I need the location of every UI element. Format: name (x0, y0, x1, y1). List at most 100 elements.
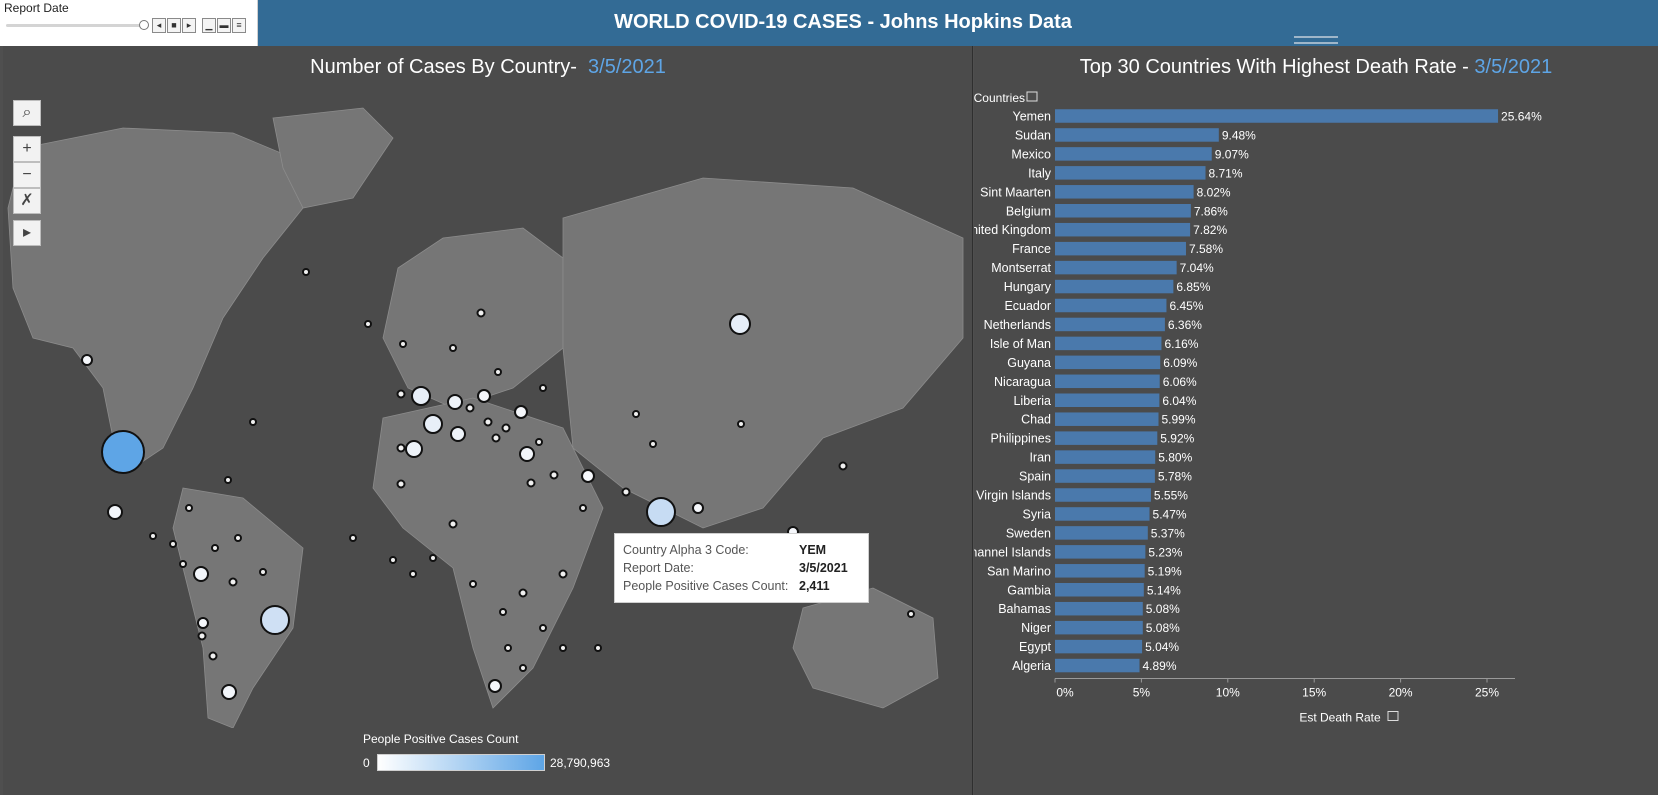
value-label: 8.02% (1197, 185, 1231, 199)
bubble-turkey (519, 446, 535, 462)
value-label: 6.85% (1176, 280, 1210, 294)
y-axis-title: Countries (974, 91, 1025, 105)
bar (1055, 147, 1212, 161)
death-rate-bar-chart: Countries Yemen 25.64% Sudan 9.48% Mexico 9.07… (974, 91, 1542, 725)
bar (1055, 469, 1155, 483)
value-label: 6.36% (1168, 318, 1202, 332)
dashboard-title: WORLD COVID-19 CASES - Johns Hopkins Dat… (614, 11, 1072, 33)
filter-label: Report Date (4, 1, 69, 15)
value-label: 6.04% (1162, 394, 1196, 408)
death-rate-panel: Top 30 Countries With Highest Death Rate… (974, 46, 1658, 795)
bar (1055, 658, 1140, 673)
speed-medium-button[interactable]: ▬ (217, 18, 231, 33)
x-tick-label: 15% (1302, 686, 1326, 700)
bar (1055, 507, 1150, 521)
map-title-date: 3/5/2021 (588, 56, 666, 78)
x-tick-label: 5% (1133, 686, 1151, 700)
tooltip-row-cases: People Positive Cases Count: 2,411 (623, 579, 860, 597)
category-label: United Kingdom (974, 223, 1051, 237)
report-date-filter: Report Date ◂ ■ ▸ ▁ ▬ ≡ (0, 0, 258, 46)
speed-slow-button[interactable]: ▁ (202, 18, 216, 33)
expand-toolbar-button[interactable]: ▸ (13, 220, 41, 246)
zoom-in-button[interactable]: + (13, 136, 41, 162)
bubble-iran (581, 469, 595, 483)
drag-grip-icon[interactable] (1294, 36, 1338, 44)
value-label: 5.92% (1160, 432, 1194, 446)
speed-fast-button[interactable]: ≡ (232, 18, 246, 33)
bar (1055, 564, 1145, 578)
value-label: 5.23% (1148, 545, 1182, 559)
stop-button[interactable]: ■ (167, 18, 181, 33)
bar (1055, 204, 1191, 218)
value-label: 9.48% (1222, 128, 1256, 142)
x-tick-label: 0% (1056, 686, 1074, 700)
category-label: Hungary (1004, 280, 1052, 294)
value-label: 6.16% (1164, 337, 1198, 351)
sort-icon (1026, 91, 1038, 102)
step-forward-button[interactable]: ▸ (182, 18, 196, 33)
tooltip-key: Report Date: (623, 561, 694, 575)
bar (1055, 601, 1143, 616)
legend-min: 0 (363, 756, 370, 770)
legend-max: 28,790,963 (550, 756, 611, 770)
zoom-out-button[interactable]: − (13, 162, 41, 188)
value-label: 5.08% (1146, 602, 1180, 616)
category-label: Netherlands (984, 318, 1051, 332)
value-label: 5.78% (1158, 470, 1192, 484)
category-label: Sudan (1015, 128, 1051, 142)
bar (1055, 526, 1148, 540)
map-search-button[interactable]: ⌕ (13, 100, 41, 126)
legend-gradient (377, 754, 545, 771)
map-title: Number of Cases By Country- 3/5/2021 (3, 56, 972, 79)
bubble-south-africa (488, 679, 502, 693)
reset-map-button[interactable]: ✗ (13, 188, 41, 214)
bar (1055, 488, 1151, 502)
category-label: Egypt (1019, 640, 1051, 654)
bubble-germany (447, 394, 463, 410)
date-slider-handle[interactable] (139, 20, 149, 30)
value-label: 8.71% (1209, 166, 1243, 180)
map-toolbar: ⌕ + − ✗ ▸ (13, 100, 41, 246)
map-landmasses (7, 107, 964, 728)
greenland-shape (272, 107, 394, 209)
bubble-france (423, 414, 443, 434)
category-label: Montserrat (991, 261, 1051, 275)
bar (1055, 109, 1499, 123)
step-back-button[interactable]: ◂ (152, 18, 166, 33)
tooltip-row-code: Country Alpha 3 Code: YEM (623, 543, 860, 561)
value-label: 5.55% (1154, 489, 1188, 503)
bar (1055, 412, 1159, 426)
category-label: Guyana (1007, 356, 1051, 370)
value-label: 5.80% (1158, 451, 1192, 465)
category-label: Chad (1021, 413, 1051, 427)
bar (1055, 393, 1160, 407)
bar (1055, 336, 1162, 351)
category-label: Niger (1021, 621, 1051, 635)
bar (1055, 450, 1156, 464)
x-tick-label: 10% (1216, 686, 1240, 700)
value-label: 5.19% (1148, 564, 1182, 578)
bar (1055, 355, 1161, 370)
bar (1055, 128, 1219, 142)
bar (1055, 166, 1206, 180)
category-label: France (1012, 242, 1051, 256)
bubble-brazil (260, 605, 290, 635)
bubble-uk (411, 386, 431, 406)
bubble-india (646, 497, 676, 527)
map-bubbles (81, 268, 915, 700)
category-label: Isle of Man (990, 337, 1051, 351)
date-slider-track[interactable] (6, 24, 144, 27)
value-label: 6.09% (1163, 356, 1197, 370)
category-label: Nicaragua (994, 375, 1051, 389)
bubble-argentina (221, 684, 237, 700)
value-label: 5.99% (1162, 413, 1196, 427)
category-label: Spain (1019, 470, 1051, 484)
value-label: 7.04% (1180, 261, 1214, 275)
category-label: Sweden (1006, 526, 1051, 540)
bubble-spain (405, 440, 423, 458)
category-label: Italy (1028, 166, 1052, 180)
world-map[interactable] (3, 88, 973, 728)
value-label: 6.06% (1163, 375, 1197, 389)
tooltip-value: 3/5/2021 (799, 561, 848, 575)
